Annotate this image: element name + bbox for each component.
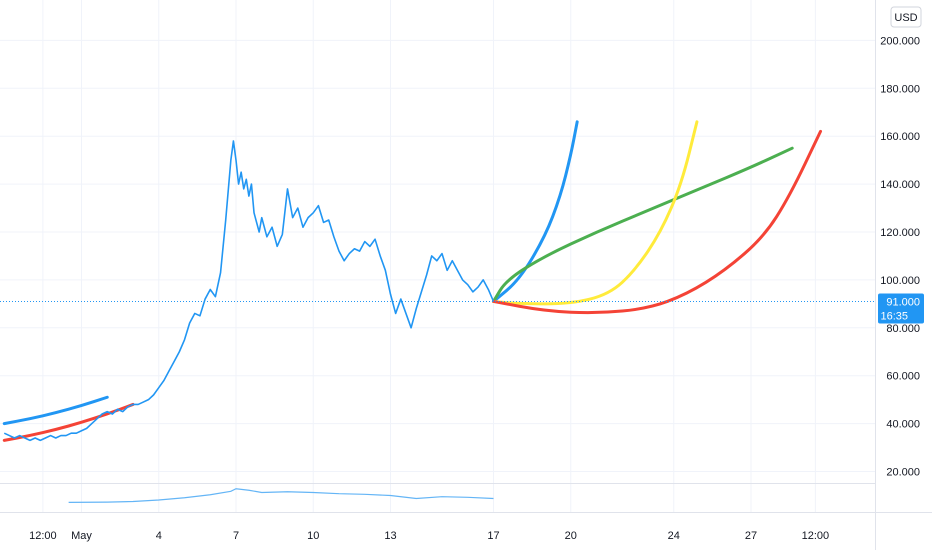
x-tick-label-0: 12:00 (29, 530, 57, 542)
last-price-label-box (878, 293, 924, 324)
currency-badge-box[interactable] (890, 6, 922, 28)
price-axis[interactable]: 20.000 40.000 60.000 80.000 100.000 120.000 14… (875, 0, 925, 550)
projection-curve-4 (2, 395, 109, 426)
x-tick-label-9: 27 (745, 530, 757, 542)
projection-curves (2, 120, 823, 442)
y-tick-label-9: 200.000 (880, 35, 920, 47)
x-tick-label-4: 10 (307, 530, 319, 542)
x-tick-label-6: 17 (487, 530, 499, 542)
x-tick-label-8: 24 (668, 530, 680, 542)
x-tick-label-1: May (71, 530, 92, 542)
x-tick-label-5: 13 (384, 530, 396, 542)
y-tick-label-0: 20.000 (886, 467, 920, 479)
volume-area (68, 488, 494, 503)
projection-curve-0 (492, 120, 579, 303)
x-tick-label-3: 7 (233, 530, 239, 542)
x-tick-label-7: 20 (565, 530, 577, 542)
y-tick-label-3: 80.000 (886, 323, 920, 335)
price-series (3, 140, 495, 442)
x-tick-label-10: 12:00 (802, 530, 830, 542)
projection-curve-2 (492, 120, 699, 306)
x-tick-label-2: 4 (156, 530, 162, 542)
last-price-countdown: 16:35 (880, 310, 908, 322)
volume-line (68, 488, 494, 503)
y-tick-label-4: 100.000 (880, 275, 920, 287)
currency-badge-label: USD (894, 12, 917, 24)
y-tick-label-8: 180.000 (880, 83, 920, 95)
y-tick-label-1: 40.000 (886, 419, 920, 431)
price-series-line (3, 140, 495, 442)
time-axis[interactable]: 12:00 May 4 7 10 13 17 20 24 27 12:00 (0, 512, 932, 543)
projection-curve-5 (2, 402, 135, 442)
last-price-value: 91.000 (886, 296, 920, 308)
y-tick-label-5: 120.000 (880, 227, 920, 239)
projection-curve-3 (492, 129, 823, 315)
currency-badge[interactable]: USD (890, 6, 922, 28)
y-tick-label-7: 160.000 (880, 131, 920, 143)
y-tick-label-2: 60.000 (886, 371, 920, 383)
projection-curve-1 (492, 146, 794, 303)
y-tick-label-6: 140.000 (880, 179, 920, 191)
grid-lines (0, 0, 875, 512)
